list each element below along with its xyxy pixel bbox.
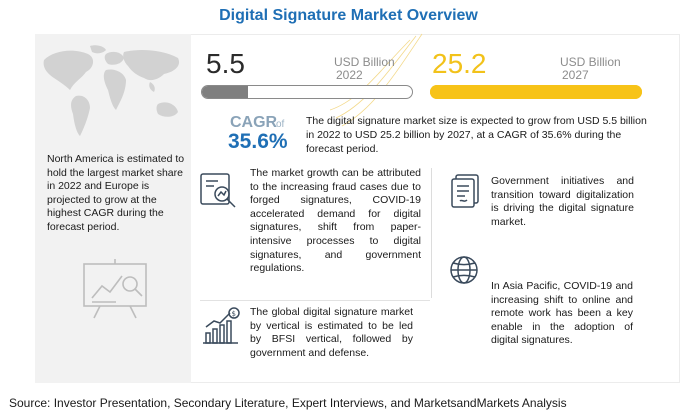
growth-chart-icon: $: [203, 307, 240, 344]
cagr-label: CAGR: [230, 114, 278, 131]
cagr-value: 35.6%: [228, 130, 288, 153]
market-size-2022-value: 5.5: [206, 48, 245, 79]
globe-icon: [450, 256, 478, 284]
column-divider: [431, 168, 432, 298]
svg-text:$: $: [232, 310, 236, 318]
world-map-icon: [43, 45, 180, 136]
presentation-board-icon: [83, 259, 147, 319]
market-size-2027-unit: USD Billion: [560, 55, 621, 69]
market-size-2027-year: 2027: [562, 68, 589, 82]
cagr-of-label: of: [276, 119, 285, 130]
market-size-2027-value: 25.2: [432, 48, 487, 79]
market-size-2022-bar-fill: [202, 86, 249, 98]
insight-text-4: In Asia Pacific, COVID-19 and increasing…: [491, 280, 633, 347]
source-note: Source: Investor Presentation, Secondary…: [9, 396, 567, 410]
market-size-2022-year: 2022: [336, 68, 363, 82]
government-document-icon: [451, 174, 479, 208]
insight-text-1: The market growth can be attributed to t…: [250, 167, 421, 275]
cagr-description: The digital signature market size is exp…: [306, 115, 647, 155]
market-size-2022-bar: [201, 85, 413, 99]
regional-summary-text: North America is estimated to hold the l…: [47, 153, 185, 233]
insight-text-2: The global digital signature market by v…: [250, 306, 413, 359]
page-title: Digital Signature Market Overview: [219, 7, 478, 24]
fraud-analysis-icon: [200, 173, 236, 208]
row-divider: [200, 300, 430, 301]
market-size-2027-bar-fill: [430, 85, 642, 99]
insight-text-3: Government initiatives and transition to…: [491, 175, 634, 228]
market-size-2027-bar: [430, 85, 642, 99]
market-size-2022-unit: USD Billion: [334, 55, 395, 69]
